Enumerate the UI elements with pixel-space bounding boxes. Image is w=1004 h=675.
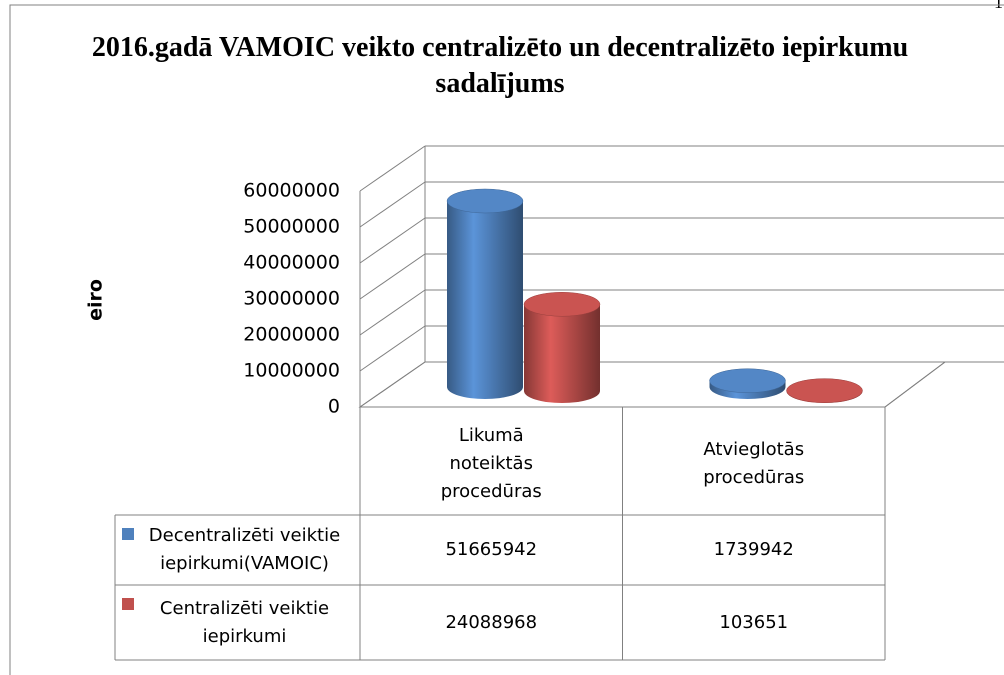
category-label: Likumā noteiktās procedūras: [440, 424, 542, 502]
y-tick-label: 30000000: [243, 288, 340, 310]
grid-line: [359, 217, 426, 264]
category-label: Atvieglotās procedūras: [703, 438, 805, 488]
bar: [524, 304, 600, 403]
grid-line: [359, 289, 426, 336]
grid-line: [359, 253, 426, 300]
grid-line: [359, 181, 426, 228]
bar-top: [786, 378, 863, 403]
table-value: 51665942: [445, 539, 538, 560]
legend-label: Centralizēti veiktie iepirkumi: [159, 597, 330, 647]
bar: [447, 201, 523, 399]
y-tick-label: 10000000: [243, 360, 340, 382]
y-tick-label: 50000000: [243, 216, 340, 238]
table-value: 1739942: [713, 539, 794, 560]
grid-line: [359, 145, 426, 192]
y-tick-label: 60000000: [243, 180, 340, 202]
y-axis-label: eiro: [85, 279, 107, 321]
y-tick-label: 0: [328, 396, 340, 418]
page-number: 1: [994, 0, 1003, 12]
grid-line: [359, 361, 426, 408]
y-tick-label: 20000000: [243, 324, 340, 346]
bar-top: [709, 368, 786, 393]
chart-frame: [9, 4, 1004, 675]
y-tick-label: 40000000: [243, 252, 340, 274]
bar-top: [446, 188, 524, 214]
floor-edge: [884, 361, 946, 408]
chart-title: 2016.gadā VAMOIC veikto centralizēto un …: [91, 32, 909, 99]
table-value: 103651: [719, 611, 789, 633]
legend-label: Decentralizēti veiktie iepirkumi(VAMOIC): [148, 525, 341, 574]
legend-swatch: [122, 598, 134, 610]
bar-top: [523, 292, 601, 317]
table-value: 24088968: [445, 611, 538, 633]
legend-swatch: [122, 528, 134, 540]
grid-line: [359, 325, 426, 372]
